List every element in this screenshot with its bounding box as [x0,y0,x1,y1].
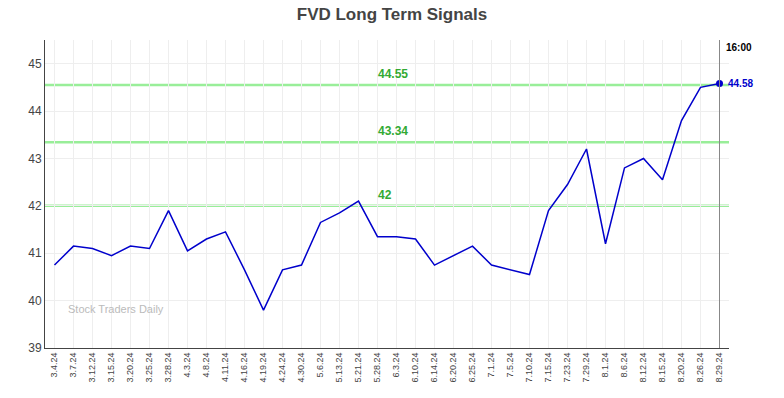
svg-text:44.55: 44.55 [378,67,408,81]
svg-text:8.20.24: 8.20.24 [676,353,686,383]
svg-text:42: 42 [378,188,392,202]
svg-text:FVD Long Term Signals: FVD Long Term Signals [297,5,487,24]
svg-text:3.20.24: 3.20.24 [125,353,135,383]
svg-text:8.26.24: 8.26.24 [695,353,705,383]
svg-text:4.19.24: 4.19.24 [258,353,268,383]
svg-text:7.23.24: 7.23.24 [562,353,572,383]
svg-text:6.25.24: 6.25.24 [467,353,477,383]
svg-text:39: 39 [28,341,42,355]
svg-text:5.21.24: 5.21.24 [353,353,363,383]
svg-text:45: 45 [28,57,42,71]
svg-text:42: 42 [28,199,42,213]
svg-text:43: 43 [28,152,42,166]
svg-text:6.20.24: 6.20.24 [448,353,458,383]
svg-text:7.15.24: 7.15.24 [543,353,553,383]
svg-text:Stock Traders Daily: Stock Traders Daily [68,303,164,315]
svg-text:41: 41 [28,246,42,260]
svg-text:16:00: 16:00 [726,42,752,53]
svg-text:5.13.24: 5.13.24 [334,353,344,383]
svg-text:5.6.24: 5.6.24 [315,353,325,378]
svg-text:3.28.24: 3.28.24 [163,353,173,383]
svg-text:4.24.24: 4.24.24 [277,353,287,383]
svg-text:44.58: 44.58 [728,78,753,89]
svg-text:3.12.24: 3.12.24 [87,353,97,383]
svg-text:3.15.24: 3.15.24 [106,353,116,383]
svg-text:44: 44 [28,104,42,118]
svg-text:8.6.24: 8.6.24 [619,353,629,378]
svg-text:7.29.24: 7.29.24 [581,353,591,383]
svg-text:3.25.24: 3.25.24 [144,353,154,383]
svg-text:8.1.24: 8.1.24 [600,353,610,378]
svg-text:3.7.24: 3.7.24 [68,353,78,378]
svg-text:6.14.24: 6.14.24 [429,353,439,383]
svg-text:40: 40 [28,294,42,308]
svg-text:7.1.24: 7.1.24 [486,353,496,378]
svg-text:4.8.24: 4.8.24 [201,353,211,378]
svg-text:8.29.24: 8.29.24 [714,353,724,383]
svg-text:6.3.24: 6.3.24 [391,353,401,378]
svg-text:4.30.24: 4.30.24 [296,353,306,383]
svg-text:4.11.24: 4.11.24 [220,353,230,382]
svg-text:5.28.24: 5.28.24 [372,353,382,383]
svg-text:6.10.24: 6.10.24 [410,353,420,383]
svg-text:8.15.24: 8.15.24 [657,353,667,383]
svg-text:7.5.24: 7.5.24 [505,353,515,378]
svg-text:43.34: 43.34 [378,124,408,138]
svg-text:7.10.24: 7.10.24 [524,353,534,383]
svg-text:3.4.24: 3.4.24 [49,353,59,378]
svg-text:4.3.24: 4.3.24 [182,353,192,378]
svg-text:4.16.24: 4.16.24 [239,353,249,383]
svg-text:8.12.24: 8.12.24 [638,353,648,383]
